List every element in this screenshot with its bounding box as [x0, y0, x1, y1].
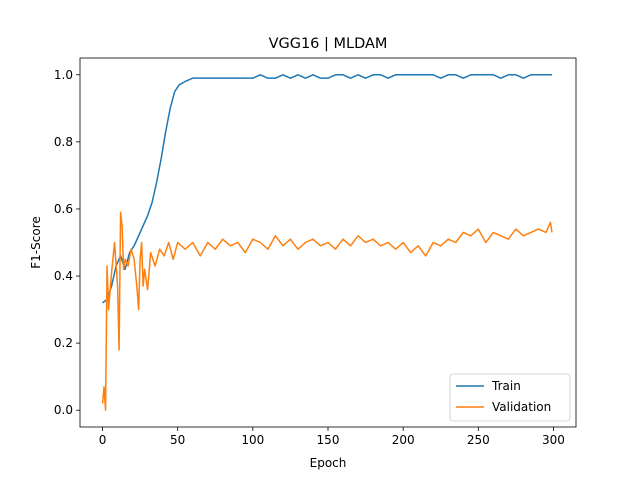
x-tick-label: 100: [241, 433, 264, 447]
x-tick-label: 200: [392, 433, 415, 447]
y-tick-label: 0.2: [54, 336, 73, 350]
series-line-train: [102, 74, 552, 304]
axis-ticks: 0 50 100 150 200 250 300 0.0 0.2 0.4 0.6 0.8 1.0: [54, 68, 565, 447]
legend-label-train: Train: [491, 379, 521, 393]
x-tick-label: 250: [467, 433, 490, 447]
y-tick-label: 0.6: [54, 202, 73, 216]
x-tick-label: 150: [317, 433, 340, 447]
y-tick-label: 0.4: [54, 269, 73, 283]
x-axis-title: Epoch: [310, 456, 347, 470]
chart-title: VGG16 | MLDAM: [269, 36, 388, 52]
legend-label-validation: Validation: [492, 400, 551, 414]
x-tick-label: 0: [99, 433, 107, 447]
x-tick-label: 300: [542, 433, 565, 447]
plot-area: [101, 74, 553, 411]
legend: Train Validation: [449, 373, 571, 422]
y-tick-label: 1.0: [54, 68, 73, 82]
x-tick-label: 50: [170, 433, 185, 447]
y-axis-title: F1-Score: [29, 216, 43, 268]
series-line-validation: [101, 211, 553, 411]
y-tick-label: 0.0: [54, 403, 73, 417]
y-tick-label: 0.8: [54, 135, 73, 149]
